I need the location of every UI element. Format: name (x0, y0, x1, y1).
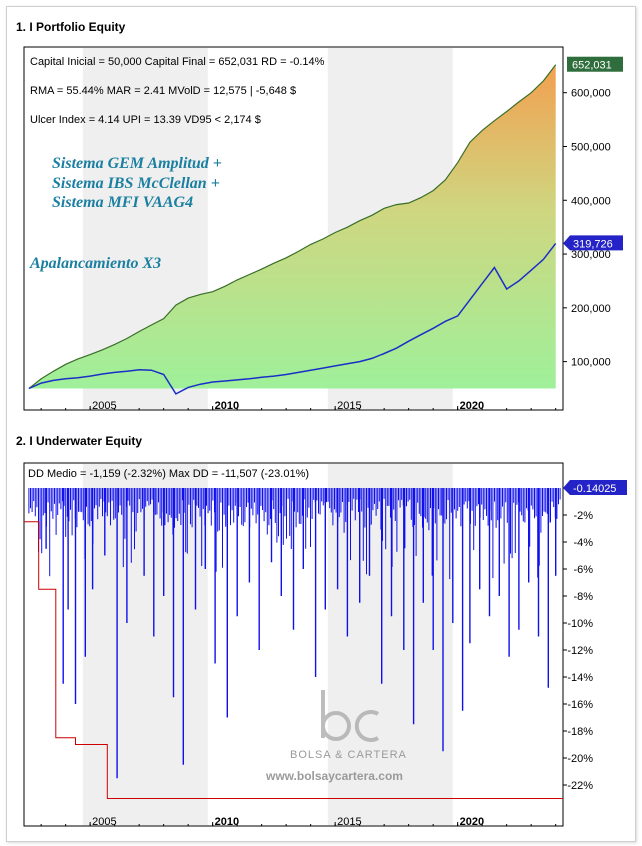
equity-y-tick-label: 600,000 (571, 88, 611, 100)
equity-x-tick-label: 2005 (92, 400, 116, 412)
equity-line (28, 64, 557, 389)
underwater-x-tick-label: 2015 (337, 816, 361, 828)
equity-y-tick-label: 200,000 (571, 303, 611, 315)
underwater-y-tick-label: -8% (573, 591, 593, 603)
underwater-y-tick-label: -6% (573, 564, 593, 576)
underwater-y-tick-label: -18% (567, 726, 593, 738)
underwater-shade-band (82, 464, 208, 825)
underwater-y-tick-label: -22% (567, 780, 593, 792)
equity-area (28, 64, 556, 389)
underwater-y-tick-label: -14% (567, 672, 593, 684)
watermark-logo (321, 690, 380, 742)
underwater-y-tick-label: -16% (567, 699, 593, 711)
equity-annotation-1: Sistema IBS McClellan + (52, 175, 220, 192)
watermark-url: www.bolsaycartera.com (265, 769, 403, 783)
equity-y-tick-label: 400,000 (571, 195, 611, 207)
watermark-brand: BOLSA & CARTERA (290, 749, 407, 761)
equity-annotation-2: Sistema MFI VAAG4 (52, 194, 193, 211)
equity-annotation-3: Apalancamiento X3 (29, 255, 161, 272)
underwater-stats: DD Medio = -1,159 (-2.32%) Max DD = -11,… (28, 468, 309, 480)
equity-last-tag (567, 56, 623, 72)
underwater-y-tick-label: -4% (573, 537, 593, 549)
equity-last-value: 652,031 (572, 60, 612, 72)
equity-x-tick-label: 2010 (215, 400, 239, 412)
equity-y-tick-label: 100,000 (571, 357, 611, 369)
equity-stat-2: Ulcer Index = 4.14 UPI = 13.39 VD95 < 2,… (30, 114, 261, 126)
underwater-x-tick-label: 2020 (460, 816, 484, 828)
watermark-b-bowl (321, 711, 351, 741)
underwater-last-tag (563, 480, 627, 495)
equity-y-tick-label: 500,000 (571, 141, 611, 153)
equity-x-tick-label: 2015 (337, 400, 361, 412)
underwater-y-tick-label: -20% (567, 753, 593, 765)
underwater-last-value: -0.14025 (573, 483, 616, 495)
underwater-y-tick-label: -12% (567, 645, 593, 657)
benchmark-last-value: 319,726 (573, 238, 613, 250)
watermark-c (354, 710, 380, 742)
drawdown-bars (28, 488, 561, 779)
equity-annotation-0: Sistema GEM Amplitud + (52, 155, 222, 172)
equity-x-tick-label: 2020 (460, 400, 484, 412)
underwater-y-tick-label: -2% (573, 510, 593, 522)
underwater-x-tick-label: 2005 (92, 816, 116, 828)
equity-chart: Capital Inicial = 50,000 Capital Final =… (23, 46, 623, 412)
underwater-x-tick-label: 2010 (215, 816, 239, 828)
equity-y-tick-label: 300,000 (571, 249, 611, 261)
benchmark-last-tag (563, 235, 623, 251)
equity-stat-0: Capital Inicial = 50,000 Capital Final =… (30, 56, 325, 68)
underwater-y-tick-label: -10% (567, 618, 593, 630)
max-drawdown-line (24, 521, 563, 799)
benchmark-line (28, 242, 557, 395)
equity-stat-1: RMA = 55.44% MAR = 2.41 MVolD = 12,575 |… (30, 85, 296, 97)
equity-chart-title: 1. I Portfolio Equity (16, 20, 126, 34)
underwater-chart-title: 2. I Underwater Equity (16, 434, 143, 448)
